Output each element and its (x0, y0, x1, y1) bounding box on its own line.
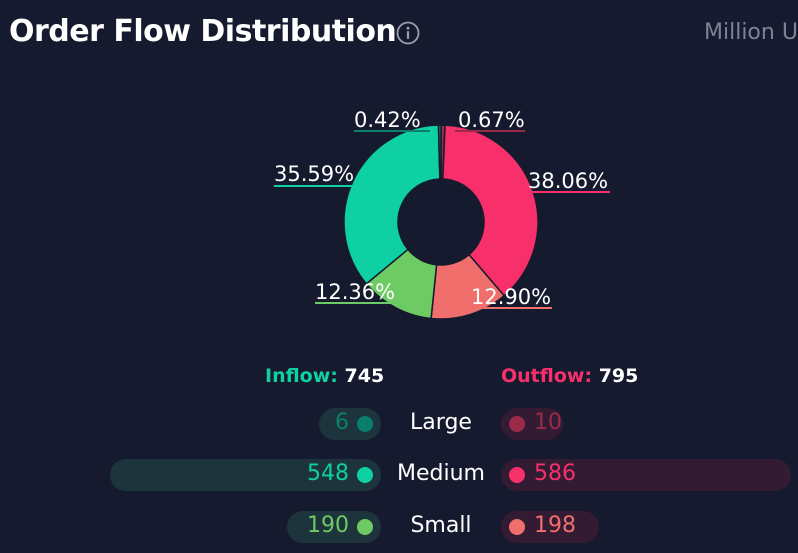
donut-chart: 0.67% 38.06% 12.90% 12.36% 35.59% 0.42% (274, 108, 610, 320)
outflow-dot (509, 416, 525, 432)
donut-slice-inflow-large[interactable] (437, 124, 442, 180)
outflow-value: 10 (534, 410, 562, 435)
outflow-value: 795 (598, 365, 639, 387)
donut-slice-inflow-medium[interactable] (343, 124, 441, 285)
outflow-value: 586 (534, 461, 576, 486)
row-label: Small (410, 513, 472, 538)
outflow-value: 198 (534, 513, 576, 538)
slice-label: 0.42% (354, 108, 421, 132)
inflow-dot (357, 467, 373, 483)
slice-label: 12.90% (471, 285, 551, 309)
inflow-value: 6 (335, 410, 349, 435)
outflow-total: Outflow: 795 (501, 365, 638, 387)
inflow-dot (357, 519, 373, 535)
inflow-value: 190 (307, 513, 349, 538)
outflow-label: Outflow: (501, 365, 593, 387)
slice-label: 12.36% (315, 280, 395, 304)
outflow-dot (509, 467, 525, 483)
info-icon[interactable] (396, 21, 420, 45)
inflow-total: Inflow: 745 (265, 365, 384, 387)
slice-label: 35.59% (274, 162, 354, 186)
row-label: Medium (397, 461, 485, 486)
unit-label: Million U (704, 20, 798, 45)
page-title: Order Flow Distribution (9, 14, 397, 49)
row-label: Large (410, 410, 472, 435)
inflow-value: 745 (344, 365, 385, 387)
inflow-value: 548 (307, 461, 349, 486)
slice-label: 0.67% (458, 108, 525, 132)
slice-label: 38.06% (528, 169, 608, 193)
donut-slice-outflow-medium[interactable] (442, 124, 539, 297)
inflow-dot (357, 416, 373, 432)
outflow-bar (501, 459, 791, 491)
outflow-dot (509, 519, 525, 535)
inflow-label: Inflow: (265, 365, 338, 387)
inflow-bar (109, 459, 381, 491)
